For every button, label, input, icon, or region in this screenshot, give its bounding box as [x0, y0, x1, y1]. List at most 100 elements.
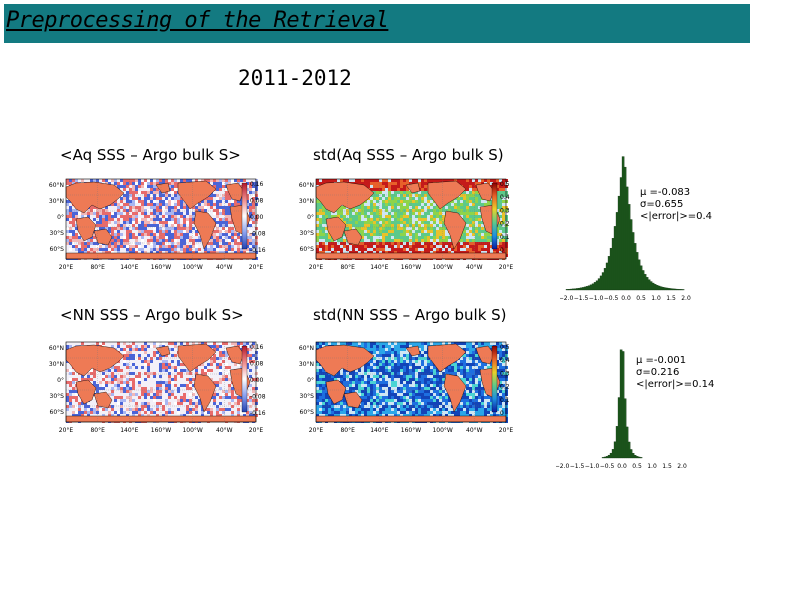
colorbar: 0.16 0.08 0.00 -0.08 -0.16	[241, 181, 266, 254]
lat-tick-label: 0°	[57, 377, 64, 384]
lon-tick-label: 100°W	[432, 264, 452, 271]
lat-tick-label: 30°S	[300, 393, 315, 400]
stat-sigma: σ=0.655	[640, 199, 683, 210]
histogram-tick-label: −1.5	[574, 295, 589, 302]
lat-tick-label: 30°N	[299, 198, 314, 205]
lon-tick-label: 100°W	[182, 264, 202, 271]
lon-tick-label: 100°W	[182, 427, 202, 434]
colorbar-tick-label: 0.2	[500, 221, 510, 228]
panel-label-aq-mean: <Aq SSS – Argo bulk S>	[60, 146, 241, 164]
histogram-tick-label: 1.5	[666, 295, 676, 302]
histogram-aq: −2.0 −1.5 −1.0 −0.5 0.0 0.5 1.0 1.5 2.0 μ =-0.083…	[559, 150, 740, 306]
lat-tick-label: 30°N	[49, 361, 64, 368]
histogram-tick-label: 0.0	[617, 463, 627, 470]
lon-tick-label: 80°E	[90, 264, 105, 271]
histogram-tick-label: −1.0	[585, 463, 600, 470]
panel-label-nn-std: std(NN SSS – Argo bulk S)	[313, 306, 507, 324]
lat-tick-label: 60°S	[300, 246, 315, 253]
lon-tick-label: 20°E	[249, 264, 264, 271]
colorbar-tick-label: -0.16	[250, 410, 266, 417]
map-frame	[65, 341, 257, 423]
lon-tick-label: 80°E	[90, 427, 105, 434]
lat-tick-label: 0°	[307, 377, 314, 384]
histogram-tick-label: 0.5	[632, 463, 642, 470]
map-svg: 60°N 30°N 0° 30°S 60°S 20°E 80°E 140°E 160°W 100°…	[299, 341, 513, 434]
lon-tick-label: 40°W	[466, 427, 483, 434]
histogram-tick-label: 2.0	[677, 463, 687, 470]
slide-title: Preprocessing of the Retrieval	[6, 8, 389, 33]
lon-tick-label: 160°W	[151, 264, 171, 271]
lat-tick-label: 0°	[307, 214, 314, 221]
map-svg: 60°N 30°N 0° 30°S 60°S 20°E 80°E 140°E 160°W 100°…	[49, 341, 266, 434]
lon-tick-label: 100°W	[432, 427, 452, 434]
colorbar-tick-label: 0.3	[500, 207, 510, 214]
map-aq-std: 60°N 30°N 0° 30°S 60°S 20°E 80°E 140°E 160°W 100°…	[296, 177, 516, 272]
lat-tick-label: 60°S	[50, 246, 65, 253]
lon-tick-label: 20°E	[249, 427, 264, 434]
lat-tick-label: 30°N	[299, 361, 314, 368]
colorbar-tick-label: -0.08	[250, 231, 266, 238]
histogram-tick-label: −0.5	[604, 295, 619, 302]
lon-tick-label: 20°E	[309, 427, 324, 434]
colorbar: 0.5 0.4 0.3 0.2 0.1 0	[491, 344, 510, 417]
colorbar-tick-label: 0.08	[250, 198, 264, 205]
colorbar-tick-label: -0.08	[250, 394, 266, 401]
lon-tick-label: 20°E	[59, 264, 74, 271]
colorbar-tick-label: 0.16	[250, 181, 264, 188]
lat-tick-label: 60°N	[49, 345, 64, 352]
lon-tick-label: 160°W	[401, 264, 421, 271]
colorbar: 0.16 0.08 0.00 -0.08 -0.16	[241, 344, 266, 417]
map-aq-mean: 60°N 30°N 0° 30°S 60°S 20°E 80°E 140°E 160°W 100°…	[46, 177, 266, 272]
lat-tick-label: 60°N	[49, 182, 64, 189]
colorbar-gradient	[491, 182, 498, 250]
lon-tick-label: 160°W	[151, 427, 171, 434]
lon-tick-label: 20°E	[309, 264, 324, 271]
histogram-bar	[681, 289, 685, 291]
colorbar-tick-label: 0.00	[250, 377, 264, 384]
colorbar-tick-label: 0.2	[500, 384, 510, 391]
map-nn-mean: 60°N 30°N 0° 30°S 60°S 20°E 80°E 140°E 160°W 100°…	[46, 340, 266, 435]
colorbar-tick-label: 0.4	[500, 357, 510, 364]
lat-tick-label: 60°N	[299, 182, 314, 189]
title-bar: Preprocessing of the Retrieval	[4, 4, 750, 43]
lon-tick-label: 40°W	[216, 427, 233, 434]
panel-label-aq-std: std(Aq SSS – Argo bulk S)	[313, 146, 504, 164]
lat-tick-label: 0°	[57, 214, 64, 221]
colorbar-tick-label: 0.1	[500, 397, 510, 404]
histogram-tick-label: 1.0	[647, 463, 657, 470]
lon-tick-label: 160°W	[401, 427, 421, 434]
colorbar-tick-label: 0	[500, 410, 504, 417]
histogram-tick-label: 0.0	[621, 295, 631, 302]
map-pixel-field	[66, 342, 258, 423]
lon-tick-label: 140°E	[120, 427, 138, 434]
lat-tick-label: 30°S	[300, 230, 315, 237]
slide-subtitle: 2011-2012	[238, 66, 352, 90]
histogram-svg: −2.0 −1.5 −1.0 −0.5 0.0 0.5 1.0 1.5 2.0 μ =-0.083…	[559, 156, 712, 302]
stat-mu: μ =-0.083	[640, 187, 690, 198]
colorbar-tick-label: 0.5	[500, 344, 510, 351]
lat-tick-label: 60°S	[50, 409, 65, 416]
colorbar-tick-label: 0.08	[250, 361, 264, 368]
histogram-tick-label: −2.0	[560, 295, 573, 302]
histogram-tick-label: −0.5	[600, 463, 615, 470]
map-frame	[315, 341, 507, 423]
colorbar-gradient	[241, 182, 248, 250]
stat-sigma: σ=0.216	[636, 367, 679, 378]
colorbar: 0.5 0.4 0.3 0.2 0.1 0	[491, 181, 510, 254]
histogram-tick-label: 1.0	[651, 295, 661, 302]
colorbar-tick-label: 0.4	[500, 194, 510, 201]
colorbar-gradient	[241, 345, 248, 413]
lon-tick-label: 80°E	[340, 427, 355, 434]
lon-tick-label: 20°E	[59, 427, 74, 434]
histogram-svg: −2.0 −1.5 −1.0 −0.5 0.0 0.5 1.0 1.5 2.0 μ =-0.001…	[555, 349, 714, 470]
lat-tick-label: 30°N	[49, 198, 64, 205]
map-svg: 60°N 30°N 0° 30°S 60°S 20°E 80°E 140°E 160°W 100°…	[299, 178, 514, 271]
map-nn-std: 60°N 30°N 0° 30°S 60°S 20°E 80°E 140°E 160°W 100°…	[296, 340, 516, 435]
stat-mean-abs-error: <|error|>=0.14	[636, 379, 714, 390]
lon-tick-label: 20°E	[499, 264, 514, 271]
map-frame	[315, 178, 507, 260]
panel-label-nn-mean: <NN SSS – Argo bulk S>	[60, 306, 244, 324]
colorbar-tick-label: 0.1	[500, 234, 510, 241]
colorbar-tick-label: 0.00	[250, 214, 264, 221]
colorbar-tick-label: 0.16	[250, 344, 264, 351]
